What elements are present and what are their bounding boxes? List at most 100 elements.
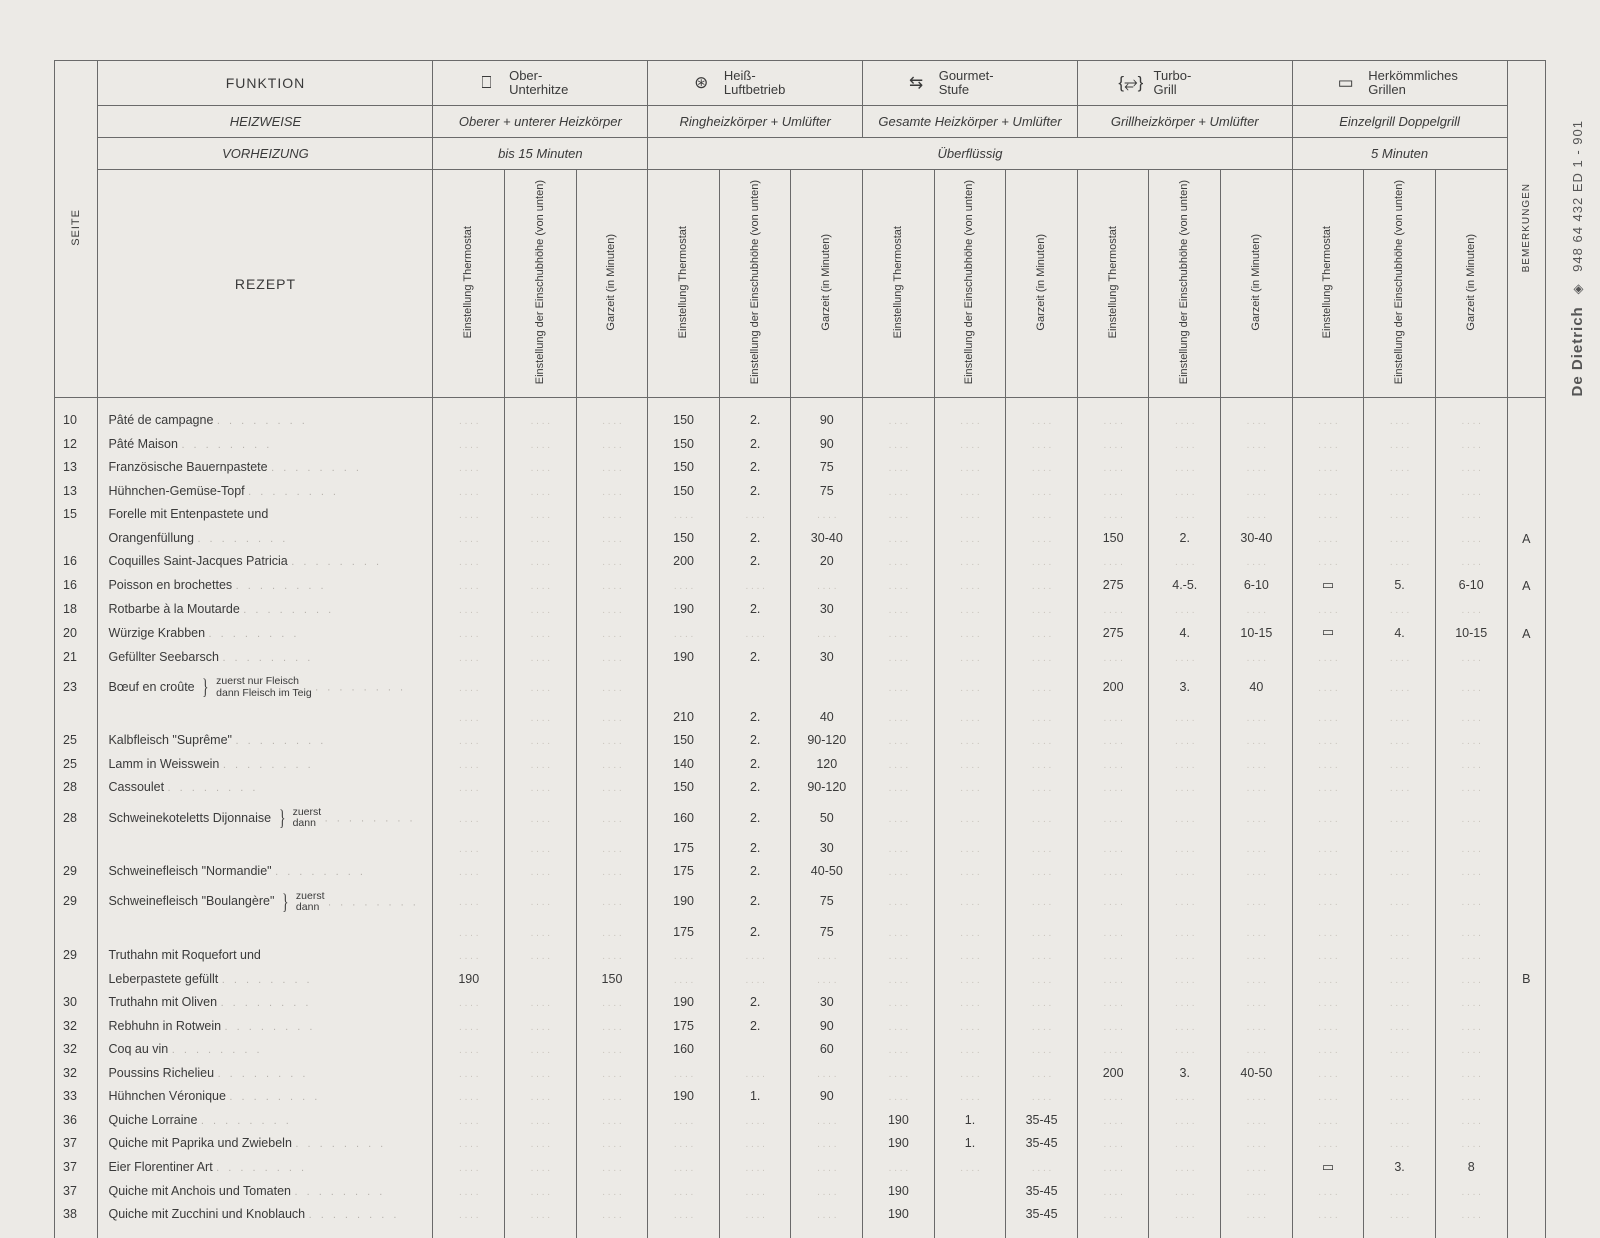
data-cell: 5. (1364, 574, 1436, 598)
remark-cell (1507, 598, 1546, 622)
data-cell: . . . . (576, 621, 648, 645)
data-cell: . . . . (1221, 480, 1293, 504)
recipe-name: Eier Florentiner Art . . . . . . . . (98, 1156, 433, 1180)
data-cell: 150 (648, 776, 720, 800)
data-cell: . . . . (1077, 1085, 1149, 1109)
table-row: 33Hühnchen Véronique . . . . . . . .. . … (55, 1085, 1546, 1109)
page-number: 28 (55, 800, 98, 837)
data-cell: . . . . (1292, 433, 1364, 457)
page-number: 10 (55, 398, 98, 433)
data-cell: 1. (934, 1132, 1006, 1156)
data-cell: . . . . (1221, 706, 1293, 730)
data-cell: . . . . (433, 1085, 505, 1109)
remark-cell (1507, 991, 1546, 1015)
data-cell: . . . . (791, 574, 863, 598)
data-cell: . . . . (1221, 968, 1293, 992)
data-cell: . . . . (863, 527, 935, 551)
data-cell: . . . . (863, 598, 935, 622)
data-cell: . . . . (433, 574, 505, 598)
page-number: 38 (55, 1203, 98, 1238)
data-cell: 20 (791, 550, 863, 574)
data-cell: . . . . (1077, 991, 1149, 1015)
data-cell: . . . . (1006, 706, 1078, 730)
data-cell: . . . . (1077, 646, 1149, 670)
table-row: 28Schweinekoteletts Dijonnaise } zuerstd… (55, 800, 1546, 837)
data-cell: . . . . (433, 753, 505, 777)
data-cell: . . . . (1292, 398, 1364, 433)
data-cell: . . . . (505, 776, 577, 800)
data-cell: 3. (1364, 1156, 1436, 1180)
recipe-name: Quiche mit Anchois und Tomaten . . . . .… (98, 1180, 433, 1204)
data-cell: . . . . (863, 480, 935, 504)
data-cell: . . . . (1292, 991, 1364, 1015)
recipe-name: Forelle mit Entenpastete und (98, 503, 433, 527)
data-cell: . . . . (1292, 921, 1364, 945)
data-cell: . . . . (433, 1109, 505, 1133)
data-cell: 2. (719, 480, 791, 504)
data-cell (791, 669, 863, 706)
data-cell: . . . . (863, 944, 935, 968)
data-cell: ▭ (1292, 1156, 1364, 1180)
data-cell: 2. (719, 921, 791, 945)
fan-icon: ⊛ (688, 73, 714, 93)
subcol: Einstellung der Einschubhöhe (von unten) (505, 170, 577, 398)
data-cell: . . . . (576, 574, 648, 598)
data-cell: . . . . (1006, 1015, 1078, 1039)
data-cell: . . . . (648, 944, 720, 968)
recipe-name: Coq au vin . . . . . . . . (98, 1038, 433, 1062)
data-cell: 160 (648, 1038, 720, 1062)
data-cell: . . . . (719, 1062, 791, 1086)
data-cell: . . . . (505, 480, 577, 504)
data-cell: . . . . (576, 884, 648, 921)
data-cell: . . . . (719, 503, 791, 527)
data-cell: 190 (863, 1132, 935, 1156)
page-number: 21 (55, 646, 98, 670)
data-cell: . . . . (1077, 1156, 1149, 1180)
data-cell: . . . . (1149, 550, 1221, 574)
page-number: 13 (55, 456, 98, 480)
data-cell: . . . . (863, 574, 935, 598)
rezept-header: REZEPT (98, 170, 433, 398)
data-cell: 40-50 (1221, 1062, 1293, 1086)
data-cell: . . . . (1077, 433, 1149, 457)
data-cell: 4. (1149, 621, 1221, 645)
data-cell: 150 (648, 729, 720, 753)
data-cell: . . . . (1364, 527, 1436, 551)
data-cell: . . . . (1006, 837, 1078, 861)
data-cell: . . . . (1292, 800, 1364, 837)
table-row: 29Schweinefleisch "Normandie" . . . . . … (55, 860, 1546, 884)
data-cell: 190 (648, 1085, 720, 1109)
recipe-name: Bœuf en croûte } zuerst nur Fleischdann … (98, 669, 433, 706)
data-cell: . . . . (505, 1038, 577, 1062)
data-cell: . . . . (863, 776, 935, 800)
data-cell: 150 (1077, 527, 1149, 551)
subcol: Einstellung der Einschubhöhe (von unten) (719, 170, 791, 398)
recipe-name: Rotbarbe à la Moutarde . . . . . . . . (98, 598, 433, 622)
data-cell: 90 (791, 398, 863, 433)
data-cell: . . . . (1077, 884, 1149, 921)
data-cell: 2. (719, 456, 791, 480)
data-cell: . . . . (1077, 800, 1149, 837)
data-cell: . . . . (648, 1132, 720, 1156)
data-cell: . . . . (1006, 433, 1078, 457)
data-cell: . . . . (1292, 669, 1364, 706)
data-cell: 35-45 (1006, 1132, 1078, 1156)
data-cell: . . . . (1077, 1180, 1149, 1204)
data-cell: . . . . (1077, 1109, 1149, 1133)
data-cell: . . . . (1292, 1109, 1364, 1133)
data-cell: . . . . (1006, 1085, 1078, 1109)
page-number: 15 (55, 503, 98, 527)
data-cell: . . . . (1077, 776, 1149, 800)
data-cell: . . . . (505, 800, 577, 837)
data-cell: . . . . (1364, 550, 1436, 574)
data-cell: . . . . (863, 921, 935, 945)
remark-cell (1507, 433, 1546, 457)
recipe-name: Gefüllter Seebarsch . . . . . . . . (98, 646, 433, 670)
data-cell: . . . . (1292, 776, 1364, 800)
data-cell: . . . . (648, 574, 720, 598)
data-cell: 4. (1364, 621, 1436, 645)
data-cell: . . . . (433, 1203, 505, 1238)
table-row: 32Poussins Richelieu . . . . . . . .. . … (55, 1062, 1546, 1086)
data-cell: . . . . (934, 574, 1006, 598)
brand-name: De Dietrich (1569, 306, 1586, 396)
